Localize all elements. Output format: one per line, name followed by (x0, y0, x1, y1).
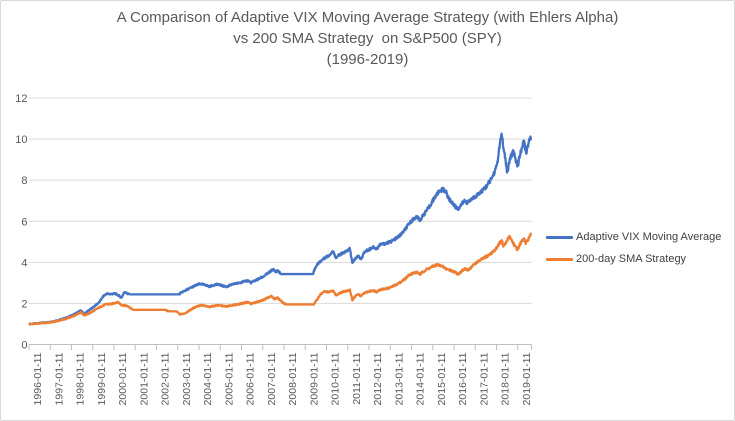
svg-text:2002-01-11: 2002-01-11 (160, 352, 172, 405)
y-axis-labels: 0 2 4 6 8 10 12 (15, 93, 27, 351)
x-axis-ticks (28, 344, 532, 350)
chart-title-line-1: A Comparison of Adaptive VIX Moving Aver… (116, 9, 619, 26)
svg-text:1998-01-11: 1998-01-11 (75, 352, 87, 405)
svg-text:0: 0 (21, 340, 27, 352)
legend-label-200-sma: 200-day SMA Strategy (576, 253, 687, 265)
chart-title-line-2: vs 200 SMA Strategy on S&P500 (SPY) (233, 30, 502, 47)
svg-text:2010-01-11: 2010-01-11 (330, 352, 342, 405)
svg-text:2003-01-11: 2003-01-11 (181, 352, 193, 405)
legend-label-adaptive-vix: Adaptive VIX Moving Average (576, 231, 722, 243)
svg-text:1997-01-11: 1997-01-11 (53, 352, 65, 405)
svg-text:2011-01-11: 2011-01-11 (351, 352, 363, 404)
chart-title: A Comparison of Adaptive VIX Moving Aver… (1, 7, 734, 70)
svg-text:2009-01-11: 2009-01-11 (308, 352, 320, 405)
svg-text:2015-01-11: 2015-01-11 (436, 352, 448, 405)
series-line-200-sma (28, 232, 532, 326)
chart-title-line-3: (1996-2019) (326, 51, 409, 68)
legend-item-adaptive-vix: Adaptive VIX Moving Average (546, 231, 721, 243)
svg-text:2004-01-11: 2004-01-11 (202, 352, 214, 405)
svg-text:2014-01-11: 2014-01-11 (415, 352, 427, 405)
svg-text:1999-01-11: 1999-01-11 (96, 352, 108, 405)
svg-text:2012-01-11: 2012-01-11 (372, 352, 384, 405)
legend-line-orange-icon (546, 257, 573, 261)
svg-text:8: 8 (21, 175, 27, 187)
svg-text:2019-01-11: 2019-01-11 (521, 352, 533, 405)
svg-text:2: 2 (21, 298, 27, 310)
svg-text:4: 4 (21, 257, 27, 269)
legend-line-blue-icon (546, 235, 573, 239)
svg-text:2008-01-11: 2008-01-11 (287, 352, 299, 405)
svg-text:2000-01-11: 2000-01-11 (117, 352, 129, 405)
x-axis-labels: 1996-01-11 1997-01-11 1998-01-11 1999-01-11… (32, 352, 533, 405)
svg-text:6: 6 (21, 216, 27, 228)
svg-text:10: 10 (15, 134, 27, 146)
svg-text:2013-01-11: 2013-01-11 (393, 352, 405, 405)
svg-text:2016-01-11: 2016-01-11 (457, 352, 469, 405)
svg-text:2005-01-11: 2005-01-11 (223, 352, 235, 405)
svg-text:12: 12 (15, 93, 27, 105)
svg-text:2018-01-11: 2018-01-11 (500, 352, 512, 405)
svg-text:2006-01-11: 2006-01-11 (245, 352, 257, 405)
svg-text:2017-01-11: 2017-01-11 (478, 352, 490, 405)
legend-item-200-sma: 200-day SMA Strategy (546, 253, 721, 265)
series-line-adaptive-vix (28, 132, 532, 326)
svg-text:2001-01-11: 2001-01-11 (138, 352, 150, 405)
svg-text:1996-01-11: 1996-01-11 (32, 352, 44, 405)
svg-text:2007-01-11: 2007-01-11 (266, 352, 278, 405)
legend: Adaptive VIX Moving Average 200-day SMA … (546, 231, 721, 265)
